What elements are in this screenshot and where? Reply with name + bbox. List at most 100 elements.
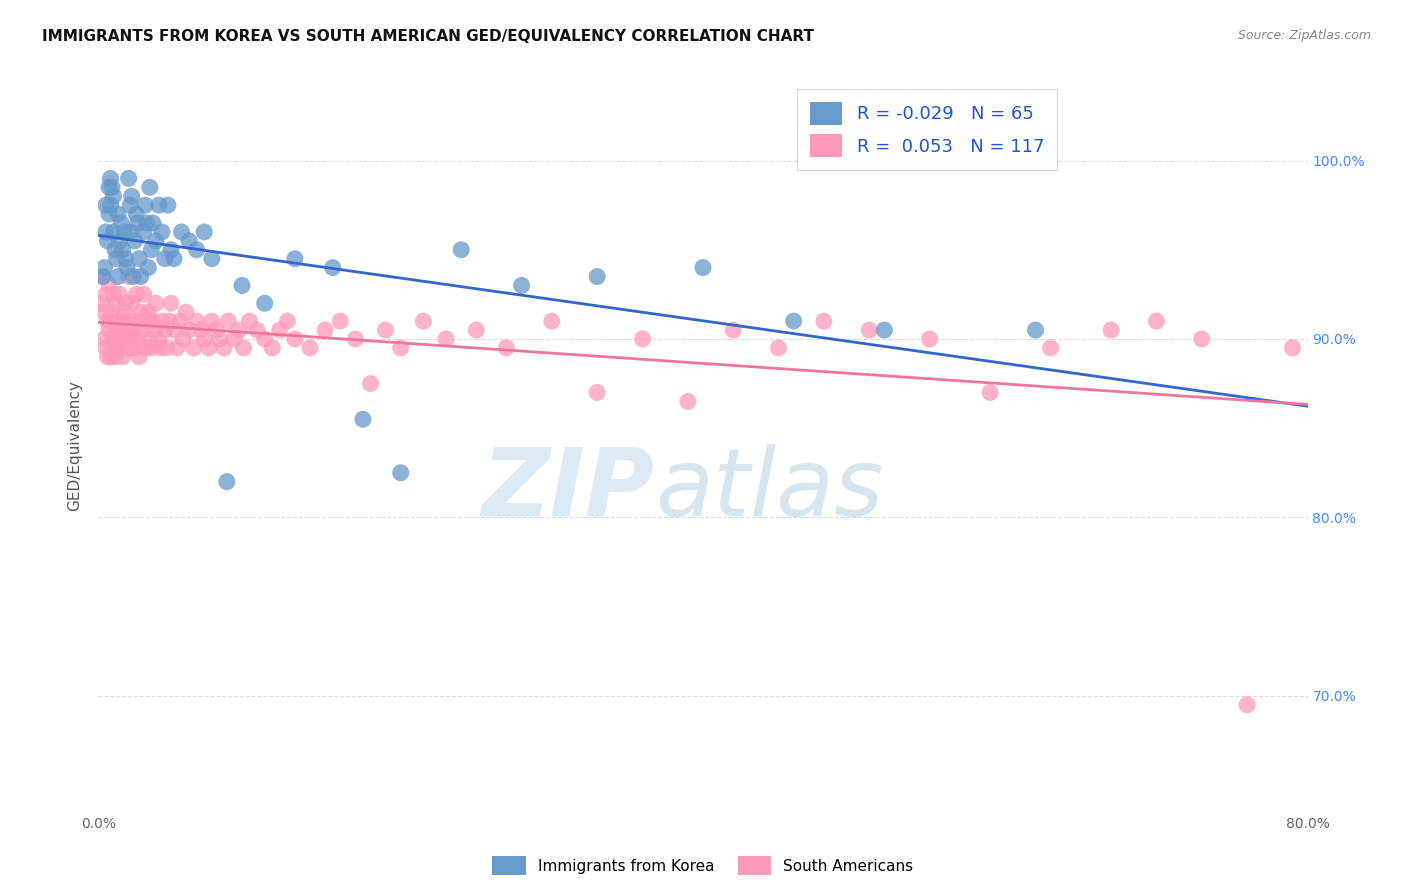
Point [284, 252, 307, 266]
Point [145, 234, 167, 248]
Point [186, 314, 208, 328]
Text: Source: ZipAtlas.com: Source: ZipAtlas.com [1237, 29, 1371, 42]
Point [103, 332, 125, 346]
Point [91, 269, 114, 284]
Point [153, 252, 176, 266]
Point [110, 216, 132, 230]
Y-axis label: GED/Equivalency: GED/Equivalency [67, 381, 83, 511]
Point [107, 341, 129, 355]
Point [389, 341, 412, 355]
Point [103, 225, 125, 239]
Point [160, 243, 183, 257]
Point [262, 341, 284, 355]
Point [253, 296, 276, 310]
Point [495, 341, 517, 355]
Point [1039, 341, 1062, 355]
Point [253, 332, 276, 346]
Point [121, 189, 143, 203]
Point [231, 278, 253, 293]
Point [94, 287, 117, 301]
Point [111, 314, 134, 328]
Point [122, 269, 145, 284]
Point [434, 332, 457, 346]
Point [215, 475, 238, 489]
Legend: R = -0.029   N = 65, R =  0.053   N = 117: R = -0.029 N = 65, R = 0.053 N = 117 [797, 89, 1057, 170]
Point [412, 314, 434, 328]
Point [1281, 341, 1303, 355]
Point [118, 269, 141, 284]
Point [108, 234, 131, 248]
Point [1144, 314, 1167, 328]
Point [179, 323, 201, 337]
Point [105, 341, 128, 355]
Point [183, 341, 205, 355]
Point [129, 305, 152, 319]
Point [723, 323, 745, 337]
Point [114, 332, 136, 346]
Point [103, 287, 125, 301]
Point [93, 305, 115, 319]
Point [100, 314, 122, 328]
Point [153, 323, 176, 337]
Point [111, 243, 134, 257]
Point [139, 180, 162, 194]
Point [783, 314, 806, 328]
Point [98, 180, 121, 194]
Point [100, 350, 122, 364]
Point [155, 341, 177, 355]
Point [141, 243, 163, 257]
Point [112, 225, 135, 239]
Point [100, 171, 122, 186]
Point [135, 216, 157, 230]
Point [112, 305, 135, 319]
Point [107, 314, 129, 328]
Point [160, 296, 183, 310]
Point [1236, 698, 1258, 712]
Point [510, 278, 533, 293]
Point [132, 287, 155, 301]
Text: ZIP: ZIP [482, 444, 655, 536]
Point [299, 341, 322, 355]
Point [217, 314, 239, 328]
Point [284, 332, 307, 346]
Point [1099, 323, 1122, 337]
Point [132, 225, 155, 239]
Point [115, 260, 138, 275]
Point [96, 234, 118, 248]
Point [172, 332, 194, 346]
Point [98, 207, 121, 221]
Point [465, 323, 488, 337]
Point [374, 323, 396, 337]
Point [141, 341, 163, 355]
Point [107, 207, 129, 221]
Point [314, 323, 336, 337]
Point [143, 323, 166, 337]
Point [149, 341, 172, 355]
Point [163, 252, 186, 266]
Point [163, 323, 186, 337]
Point [276, 314, 298, 328]
Point [201, 252, 224, 266]
Point [228, 323, 250, 337]
Point [166, 341, 188, 355]
Point [344, 332, 367, 346]
Point [90, 296, 112, 310]
Point [139, 332, 162, 346]
Point [105, 252, 128, 266]
Point [135, 314, 157, 328]
Point [352, 412, 374, 426]
Point [329, 314, 352, 328]
Point [121, 332, 143, 346]
Point [145, 296, 167, 310]
Point [131, 323, 153, 337]
Point [246, 323, 269, 337]
Point [91, 269, 114, 284]
Point [768, 341, 790, 355]
Point [159, 314, 181, 328]
Point [120, 225, 142, 239]
Point [98, 278, 121, 293]
Point [1372, 323, 1395, 337]
Point [170, 225, 193, 239]
Point [108, 323, 131, 337]
Point [156, 198, 179, 212]
